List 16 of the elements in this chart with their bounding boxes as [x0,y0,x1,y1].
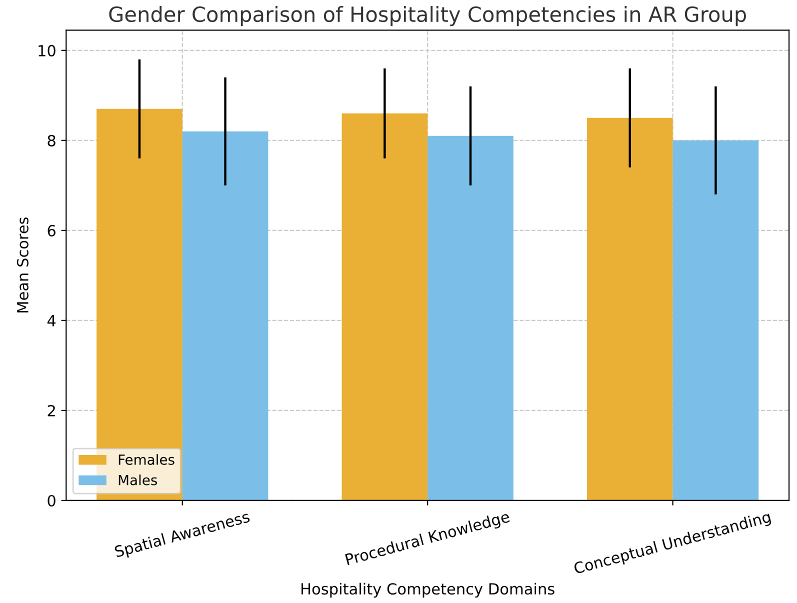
legend-label: Males [118,474,157,486]
y-tick-label: 2 [48,404,55,416]
chart-title: Gender Comparison of Hospitality Competencies in AR Group [109,6,746,26]
x-axis-title: Hospitality Competency Domains [302,582,554,598]
y-tick-label: 6 [48,224,56,236]
bar [428,136,514,500]
bar [586,118,673,500]
y-tick-label: 8 [48,134,56,146]
legend-label: Females [118,454,174,465]
bar [182,131,268,500]
bar [342,113,428,500]
y-tick-label: 4 [47,315,56,326]
y-tick-label: 10 [38,44,56,56]
y-tick-label: 0 [48,494,56,507]
bar [672,140,759,500]
y-axis-title: Mean Scores [16,217,28,312]
